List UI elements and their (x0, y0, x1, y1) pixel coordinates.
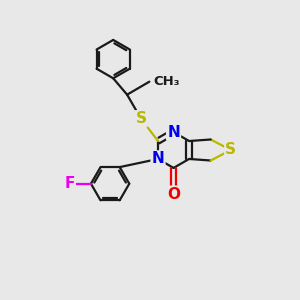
Text: N: N (167, 124, 180, 140)
Text: F: F (64, 176, 75, 191)
Text: O: O (167, 187, 180, 202)
Text: S: S (225, 142, 236, 158)
Text: CH₃: CH₃ (153, 75, 179, 88)
Text: S: S (136, 111, 146, 126)
Text: N: N (152, 152, 164, 166)
